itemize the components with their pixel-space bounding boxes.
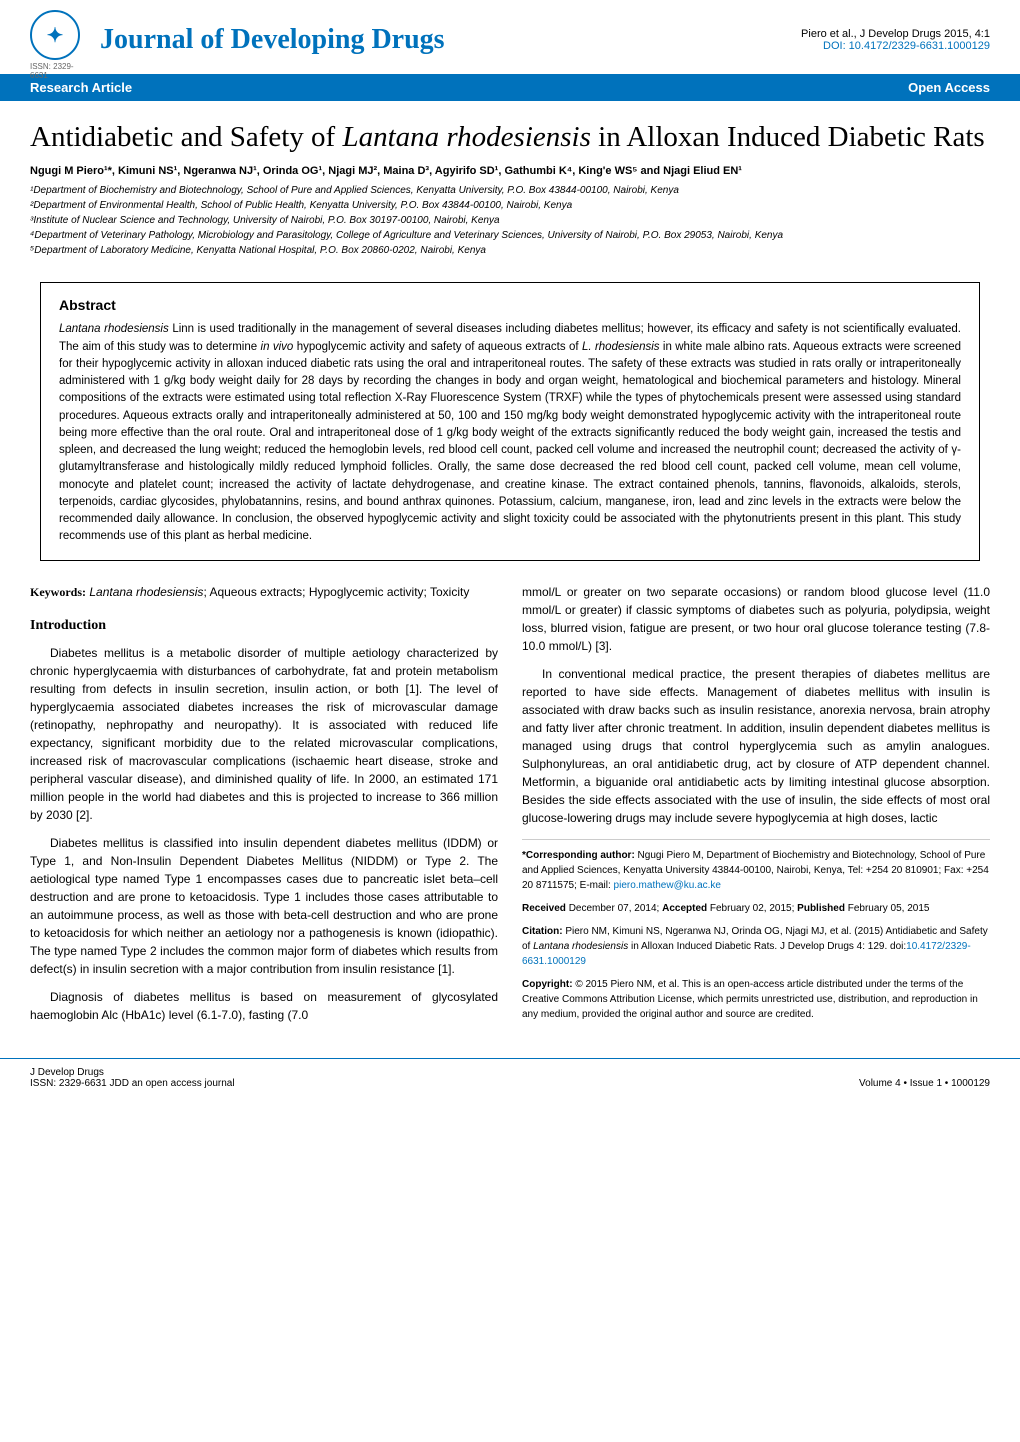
copyright-label: Copyright: bbox=[522, 979, 573, 990]
article-type-banner: Research Article Open Access bbox=[0, 74, 1020, 101]
abstract-text-1f: in white male albino rats. Aqueous extra… bbox=[59, 341, 961, 543]
published-label: Published bbox=[797, 903, 845, 914]
two-column-body: Keywords: Lantana rhodesiensis; Aqueous … bbox=[0, 575, 1020, 1042]
journal-logo: ✦ ISSN: 2329-6631 bbox=[30, 10, 90, 70]
abstract-species-1: Lantana rhodesiensis bbox=[59, 323, 169, 335]
citation-label: Citation: bbox=[522, 926, 563, 937]
abstract-text: Lantana rhodesiensis Linn is used tradit… bbox=[59, 321, 961, 545]
banner-right: Open Access bbox=[908, 80, 990, 95]
affiliation-4: ⁴Department of Veterinary Pathology, Mic… bbox=[30, 228, 990, 243]
citation-italic: Lantana rhodesiensis bbox=[533, 941, 628, 952]
copyright-text: © 2015 Piero NM, et al. This is an open-… bbox=[522, 979, 978, 1020]
intro-para-2: Diabetes mellitus is classified into ins… bbox=[30, 834, 498, 978]
footer-left-line1: J Develop Drugs bbox=[30, 1067, 235, 1078]
logo-glyph: ✦ bbox=[47, 23, 64, 48]
doi-link[interactable]: DOI: 10.4172/2329-6631.1000129 bbox=[801, 40, 990, 52]
abstract-box: Abstract Lantana rhodesiensis Linn is us… bbox=[40, 282, 980, 560]
affiliation-2: ²Department of Environmental Health, Sch… bbox=[30, 198, 990, 213]
citation-block: Citation: Piero NM, Kimuni NS, Ngeranwa … bbox=[522, 924, 990, 969]
title-italic: Lantana rhodesiensis bbox=[342, 121, 590, 153]
intro-para-1: Diabetes mellitus is a metabolic disorde… bbox=[30, 644, 498, 824]
citation-text2: in Alloxan Induced Diabetic Rats. J Deve… bbox=[628, 941, 906, 952]
affiliation-5: ⁵Department of Laboratory Medicine, Keny… bbox=[30, 243, 990, 258]
right-para-1: mmol/L or greater on two separate occasi… bbox=[522, 583, 990, 655]
received-label: Received bbox=[522, 903, 566, 914]
abstract-text-1d: hypoglycemic activity and safety of aque… bbox=[293, 341, 582, 353]
corresponding-email[interactable]: piero.mathew@ku.ac.ke bbox=[614, 880, 721, 891]
published-date: February 05, 2015 bbox=[845, 903, 930, 914]
corresponding-label: *Corresponding author: bbox=[522, 850, 635, 861]
header-left: ✦ ISSN: 2329-6631 Journal of Developing … bbox=[30, 10, 445, 70]
received-date: December 07, 2014; bbox=[566, 903, 662, 914]
footer-left-line2: ISSN: 2329-6631 JDD an open access journ… bbox=[30, 1078, 235, 1089]
page-header: ✦ ISSN: 2329-6631 Journal of Developing … bbox=[0, 0, 1020, 70]
abstract-invivo: in vivo bbox=[261, 341, 294, 353]
citation-top: Piero et al., J Develop Drugs 2015, 4:1 bbox=[801, 28, 990, 40]
keywords-paragraph: Keywords: Lantana rhodesiensis; Aqueous … bbox=[30, 583, 498, 601]
affiliation-1: ¹Department of Biochemistry and Biotechn… bbox=[30, 183, 990, 198]
corresponding-box: *Corresponding author: Ngugi Piero M, De… bbox=[522, 839, 990, 1022]
keywords-text: ; Aqueous extracts; Hypoglycemic activit… bbox=[203, 585, 469, 599]
keywords-italic: Lantana rhodesiensis bbox=[89, 585, 203, 599]
footer-right: Volume 4 • Issue 1 • 1000129 bbox=[859, 1078, 990, 1089]
banner-left: Research Article bbox=[30, 80, 132, 95]
header-right: Piero et al., J Develop Drugs 2015, 4:1 … bbox=[801, 28, 990, 52]
intro-para-3: Diagnosis of diabetes mellitus is based … bbox=[30, 988, 498, 1024]
authors-line: Ngugi M Piero¹*, Kimuni NS¹, Ngeranwa NJ… bbox=[30, 165, 990, 177]
page-footer: J Develop Drugs ISSN: 2329-6631 JDD an o… bbox=[0, 1058, 1020, 1103]
affiliations: ¹Department of Biochemistry and Biotechn… bbox=[30, 183, 990, 258]
corresponding-author: *Corresponding author: Ngugi Piero M, De… bbox=[522, 848, 990, 893]
title-section: Antidiabetic and Safety of Lantana rhode… bbox=[0, 101, 1020, 268]
logo-circle: ✦ bbox=[30, 10, 80, 60]
keywords-label: Keywords: bbox=[30, 585, 86, 599]
affiliation-3: ³Institute of Nuclear Science and Techno… bbox=[30, 213, 990, 228]
footer-left: J Develop Drugs ISSN: 2329-6631 JDD an o… bbox=[30, 1067, 235, 1089]
issn-label: ISSN: 2329-6631 bbox=[30, 62, 90, 80]
abstract-heading: Abstract bbox=[59, 297, 961, 313]
journal-title: Journal of Developing Drugs bbox=[100, 24, 445, 56]
title-pre: Antidiabetic and Safety of bbox=[30, 121, 342, 153]
right-column: mmol/L or greater on two separate occasi… bbox=[522, 583, 990, 1034]
left-column: Keywords: Lantana rhodesiensis; Aqueous … bbox=[30, 583, 498, 1034]
title-post: in Alloxan Induced Diabetic Rats bbox=[591, 121, 985, 153]
abstract-species-2: L. rhodesiensis bbox=[582, 341, 660, 353]
copyright-block: Copyright: © 2015 Piero NM, et al. This … bbox=[522, 977, 990, 1022]
accepted-label: Accepted bbox=[662, 903, 707, 914]
right-para-2: In conventional medical practice, the pr… bbox=[522, 665, 990, 827]
introduction-heading: Introduction bbox=[30, 615, 498, 636]
article-title: Antidiabetic and Safety of Lantana rhode… bbox=[30, 119, 990, 155]
accepted-date: February 02, 2015; bbox=[707, 903, 797, 914]
dates-line: Received December 07, 2014; Accepted Feb… bbox=[522, 901, 990, 916]
